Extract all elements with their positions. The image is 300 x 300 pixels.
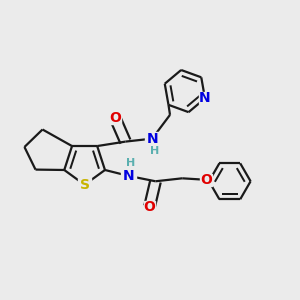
Text: H: H <box>127 158 136 168</box>
Bar <box>199 92 211 104</box>
Text: S: S <box>80 178 90 192</box>
Bar <box>200 174 212 186</box>
Text: N: N <box>199 92 211 105</box>
Text: O: O <box>109 111 121 125</box>
Text: H: H <box>150 146 159 156</box>
Bar <box>144 201 155 212</box>
Text: N: N <box>123 169 135 183</box>
Bar <box>109 112 121 124</box>
Text: N: N <box>146 132 158 145</box>
Bar <box>121 169 136 183</box>
Text: O: O <box>144 200 155 214</box>
Bar <box>78 178 91 191</box>
Text: O: O <box>200 173 212 187</box>
Bar <box>145 132 160 145</box>
